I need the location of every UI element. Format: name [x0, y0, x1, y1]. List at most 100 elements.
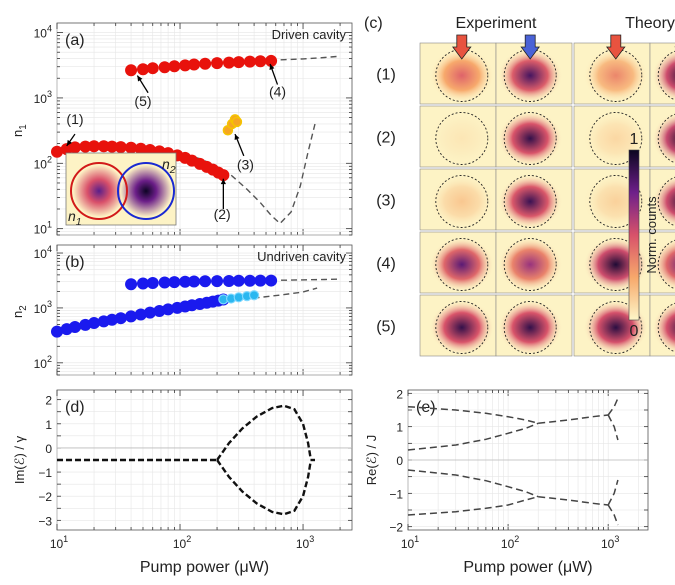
cavity-outline	[657, 302, 675, 353]
y-axis-label: Im(ℰ) / γ	[12, 435, 27, 484]
data-point	[232, 56, 245, 69]
inset-left-ring	[70, 162, 128, 220]
intensity-spot	[652, 301, 675, 354]
panel-title: Driven cavity	[272, 27, 347, 42]
panel-d: −3 −2 −1 0 1 2 101 102 103 Im(ℰ) / γ Pump power (μ…	[12, 389, 353, 576]
panel-b: 102 103 104 n2 (b) Undriven cavity	[10, 244, 353, 376]
y-tick-label: −1	[389, 487, 403, 501]
intensity-spot	[429, 300, 494, 355]
data-point	[125, 278, 138, 291]
cavity-outline	[503, 112, 557, 165]
panel-title: Undriven cavity	[257, 249, 346, 264]
y-tick-label: 103	[34, 89, 52, 106]
cavity-outline	[435, 301, 489, 354]
panel-label: (b)	[65, 254, 85, 271]
cavity-outline	[435, 112, 489, 165]
intensity-spot	[652, 175, 675, 228]
intensity-spot	[498, 111, 563, 166]
data-point	[265, 54, 278, 67]
x-tick-label: 102	[173, 534, 191, 551]
y-axis-label: n1	[10, 124, 29, 137]
colorbar-title: Norm. counts	[644, 196, 659, 274]
y-tick-label: 1	[396, 421, 403, 435]
data-point	[134, 308, 147, 321]
cavity-outline	[589, 112, 643, 165]
pump-arrow	[520, 34, 541, 60]
cavity-outline	[503, 301, 557, 354]
intensity-spot	[429, 48, 494, 103]
data-point	[243, 55, 256, 68]
data-point	[188, 275, 201, 288]
y-tick-label: −1	[38, 466, 52, 480]
y-tick-label: 104	[34, 244, 52, 261]
y-tick-label: 1	[45, 418, 52, 432]
y-tick-label: 104	[34, 24, 52, 41]
cavity-outline	[589, 301, 643, 354]
x-axis-label: Pump power (μW)	[463, 559, 592, 576]
inset-right-spot	[120, 165, 172, 217]
data-point	[134, 142, 147, 155]
annotation-label: (5)	[134, 93, 151, 109]
series-line	[407, 405, 539, 425]
cavity-outline	[657, 176, 675, 227]
cavity-outline	[589, 175, 643, 228]
cavity-outline	[657, 113, 675, 164]
annotation-label: (1)	[66, 111, 83, 127]
data-point	[158, 61, 171, 74]
y-tick-label: −3	[38, 514, 52, 528]
data-point	[88, 140, 101, 153]
data-point	[51, 325, 63, 338]
y-tick-label: 0	[396, 454, 403, 468]
series-line	[607, 414, 619, 441]
data-point	[146, 276, 159, 289]
intensity-spot	[652, 112, 675, 165]
intensity-spot	[498, 174, 563, 229]
data-point	[125, 64, 138, 77]
data-point	[179, 275, 192, 288]
cavity-outline	[589, 238, 643, 291]
intensity-spot	[429, 111, 494, 166]
series-line	[538, 495, 609, 506]
series-line	[407, 495, 539, 516]
data-point	[125, 141, 138, 154]
data-point	[248, 290, 260, 301]
data-point	[114, 312, 127, 325]
panel-e: −2 −1 0 1 2 101 102 103 Re(ℰ) / J Pump power (μW)…	[364, 387, 649, 576]
panel-a: 101 102 103 104 n1 (a) Driven cavity (1) (2) (3) (…	[10, 22, 353, 237]
data-point	[233, 292, 244, 303]
arrow-head	[66, 139, 72, 146]
y-tick-label: 2	[396, 387, 403, 401]
series-line	[216, 404, 312, 461]
arrow-head	[269, 64, 275, 70]
data-point	[188, 58, 201, 71]
data-point	[217, 169, 230, 182]
intensity-spot	[429, 174, 494, 229]
intensity-spot	[498, 237, 563, 292]
pump-arrow	[451, 34, 472, 60]
data-point	[51, 145, 63, 158]
series-line	[607, 397, 619, 416]
cavity-outline	[435, 238, 489, 291]
y-tick-label: 102	[34, 154, 52, 171]
intensity-spot	[429, 237, 494, 292]
data-point	[179, 59, 192, 72]
row-label: (2)	[376, 130, 396, 147]
data-point	[211, 275, 224, 288]
y-tick-label: −2	[389, 521, 403, 535]
row-label: (5)	[376, 319, 396, 336]
cavity-outline	[657, 50, 675, 101]
cavity-outline	[503, 238, 557, 291]
inset-right-ring	[117, 162, 175, 220]
intensity-spot	[498, 300, 563, 355]
data-point	[243, 274, 256, 287]
data-point	[265, 274, 278, 287]
data-point	[254, 274, 267, 287]
intensity-spot	[498, 48, 563, 103]
data-point	[88, 317, 101, 330]
data-point	[254, 55, 267, 68]
y-tick-label: 2	[45, 394, 52, 408]
annotation-label: (4)	[269, 84, 286, 100]
data-point	[146, 62, 159, 75]
data-point	[136, 277, 149, 290]
arrow-head	[220, 178, 226, 185]
